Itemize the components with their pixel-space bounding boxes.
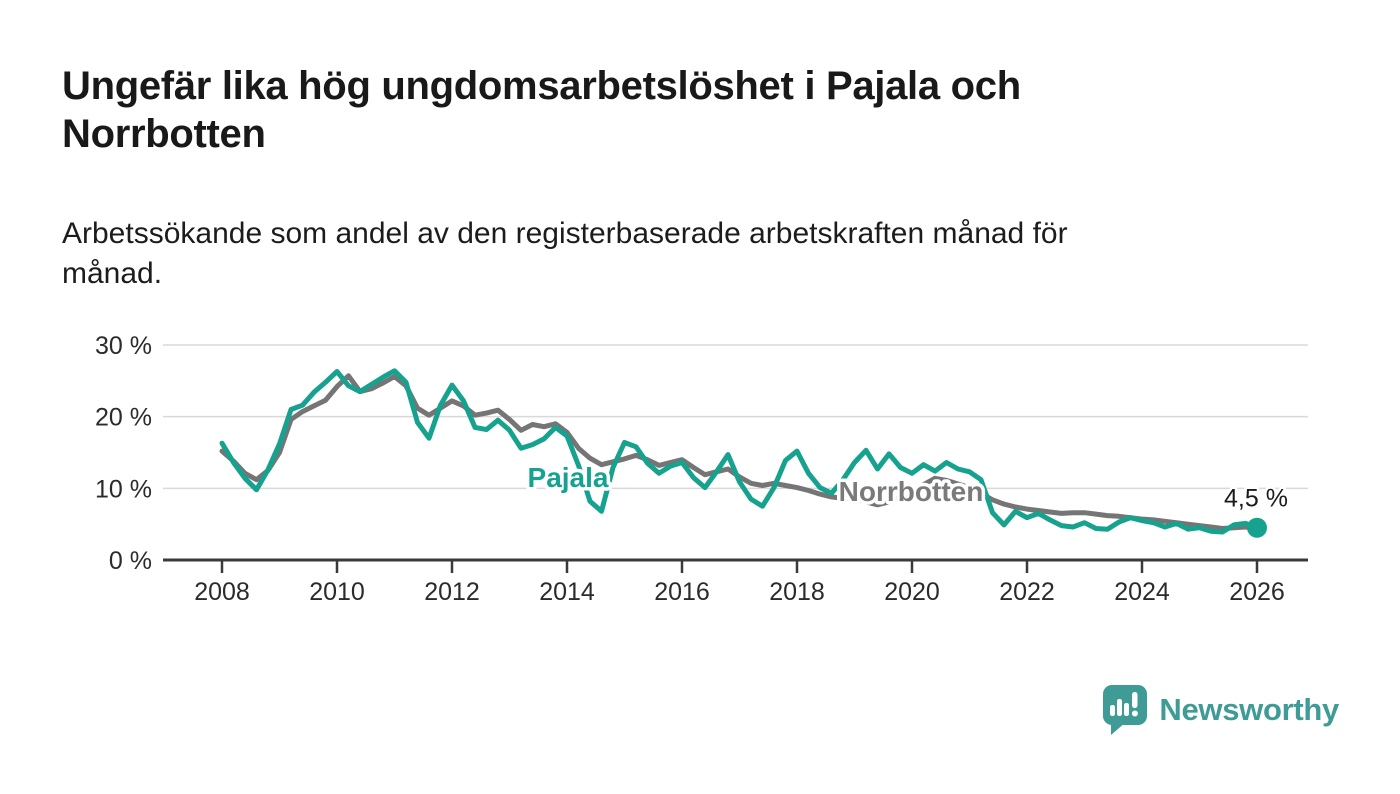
x-tick-label: 2014	[539, 578, 595, 606]
x-tick-label: 2020	[884, 578, 940, 606]
x-tick-label: 2022	[999, 578, 1055, 606]
chart-title: Ungefär lika hög ungdomsarbetslöshet i P…	[62, 62, 1262, 158]
pajala-series-label: Pajala	[528, 462, 609, 493]
newsworthy-logo: Newsworthy	[1102, 684, 1339, 736]
x-tick-label: 2012	[424, 578, 480, 606]
y-tick-label: 30 %	[95, 332, 152, 360]
y-tick-label: 10 %	[95, 475, 152, 503]
y-tick-label: 20 %	[95, 404, 152, 432]
x-tick-label: 2016	[654, 578, 710, 606]
chart-title-line2: Norrbotten	[62, 112, 266, 156]
x-tick-label: 2008	[194, 578, 250, 606]
y-tick-label: 0 %	[109, 547, 152, 575]
latest-value-label: 4,5 %	[1224, 485, 1288, 513]
pajala-line	[219, 368, 1260, 535]
newsworthy-bubble-chart-icon	[1103, 685, 1148, 735]
x-tick-label: 2010	[309, 578, 365, 606]
newsworthy-logo-text: Newsworthy	[1159, 692, 1339, 727]
chart-subtitle-line1: Arbetssökande som andel av den registerb…	[62, 217, 1068, 250]
x-tick-label: 2026	[1229, 578, 1285, 606]
x-tick-label: 2024	[1114, 578, 1170, 606]
chart-subtitle: Arbetssökande som andel av den registerb…	[62, 214, 1302, 294]
norrbotten-series-label: Norrbotten	[839, 476, 984, 507]
latest-value-dot	[1247, 517, 1267, 538]
chart-title-line1: Ungefär lika hög ungdomsarbetslöshet i P…	[62, 64, 1021, 108]
chart-subtitle-line2: månad.	[62, 257, 163, 290]
x-tick-label: 2018	[769, 578, 825, 606]
norrbotten-line	[219, 373, 1260, 531]
